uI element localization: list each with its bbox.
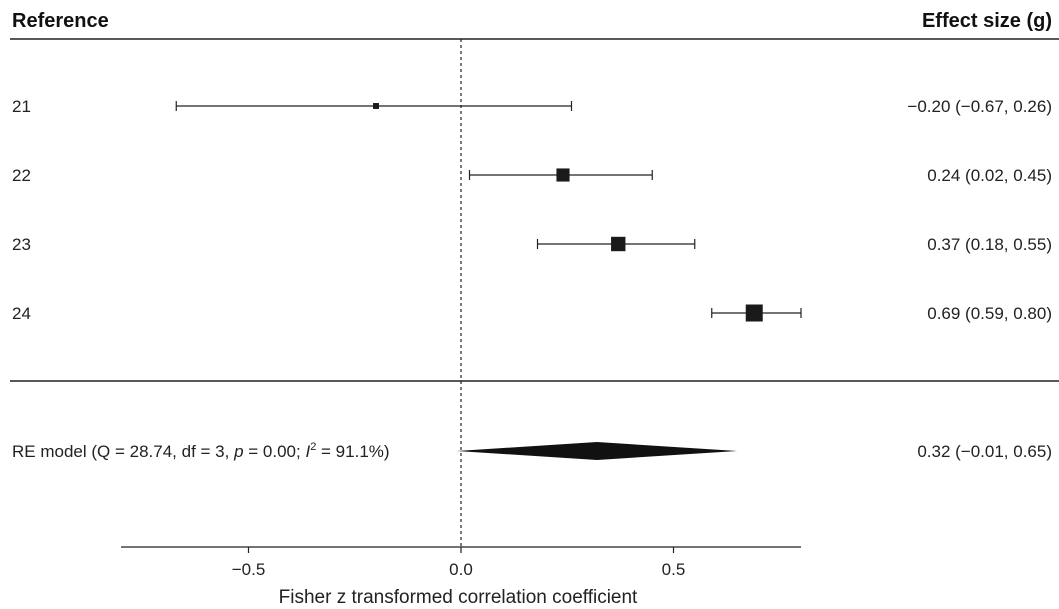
effect-size-text: 0.37 (0.18, 0.55) xyxy=(927,235,1052,254)
summary-label-part: = 91.1%) xyxy=(316,442,389,461)
study-label: 23 xyxy=(12,235,31,254)
summary-label: RE model (Q = 28.74, df = 3, p = 0.00; I… xyxy=(12,441,390,461)
summary-label-part: p xyxy=(233,442,243,461)
header-reference: Reference xyxy=(12,10,109,32)
effect-size-text: −0.20 (−0.67, 0.26) xyxy=(907,97,1052,116)
point-estimate-square xyxy=(373,103,379,109)
point-estimate-square xyxy=(745,304,763,322)
summary-label-part: = 0.00; xyxy=(244,442,306,461)
study-label: 24 xyxy=(12,304,31,323)
summary-label-part: I xyxy=(305,442,310,461)
x-axis-label: Fisher z transformed correlation coeffic… xyxy=(279,587,638,608)
summary-label-part: RE model (Q = 28.74, df = 3, xyxy=(12,442,234,461)
effect-size-text: 0.24 (0.02, 0.45) xyxy=(927,166,1052,185)
x-tick-label: 0.0 xyxy=(449,560,473,579)
x-tick-label: −0.5 xyxy=(232,560,266,579)
point-estimate-square xyxy=(556,168,570,182)
summary-label-part: 2 xyxy=(310,441,316,453)
point-estimate-square xyxy=(611,236,626,252)
effect-size-text: 0.69 (0.59, 0.80) xyxy=(927,304,1052,323)
x-tick-label: 0.5 xyxy=(662,560,686,579)
header-effect-size: Effect size (g) xyxy=(922,10,1052,32)
study-label: 22 xyxy=(12,166,31,185)
study-label: 21 xyxy=(12,97,31,116)
summary-effect-text: 0.32 (−0.01, 0.65) xyxy=(917,442,1052,461)
summary-diamond xyxy=(456,442,738,460)
